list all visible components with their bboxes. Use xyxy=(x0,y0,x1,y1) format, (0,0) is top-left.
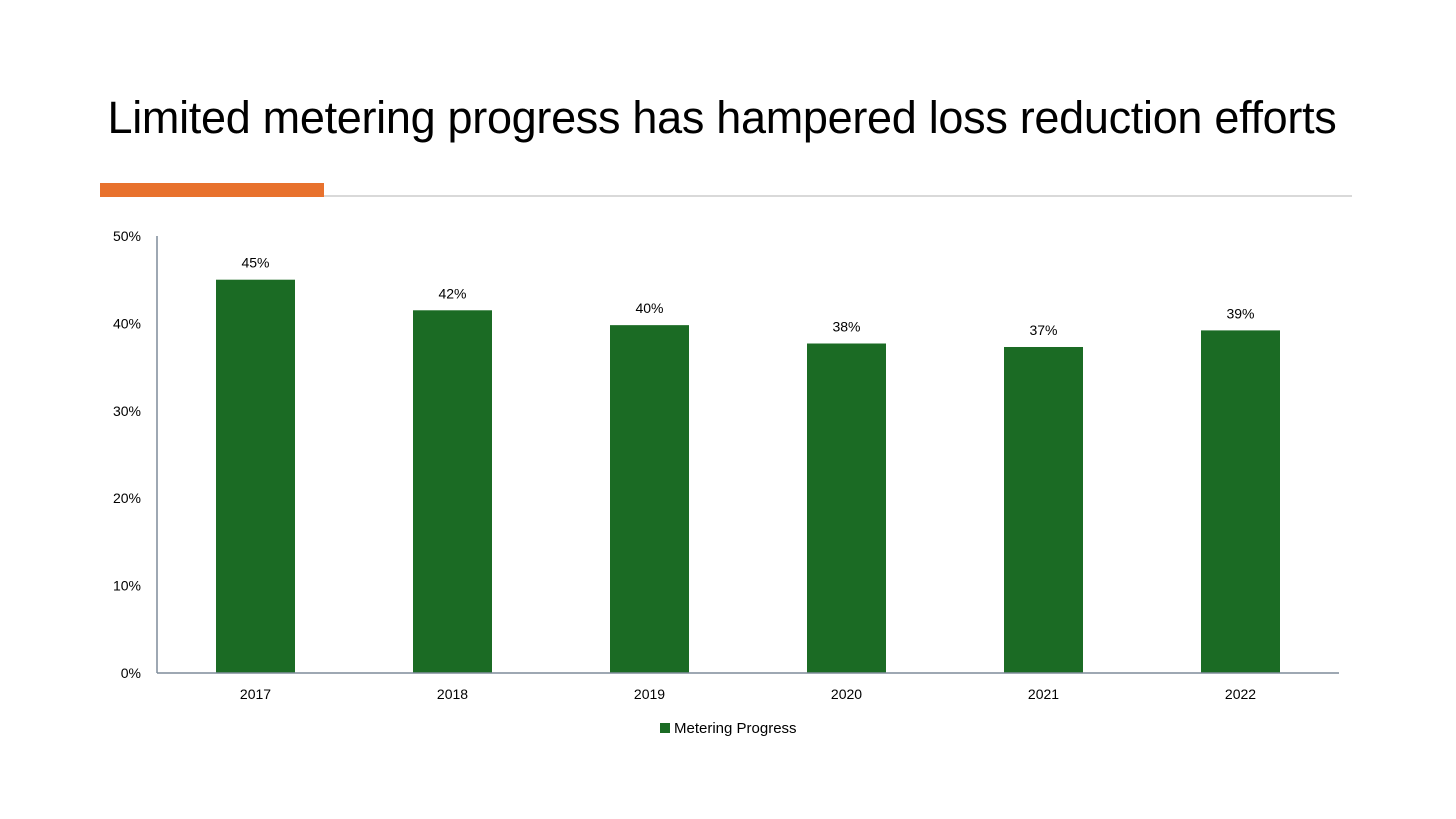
x-tick-label-2018: 2018 xyxy=(437,686,468,702)
legend-label: Metering Progress xyxy=(674,720,797,737)
y-tick-label: 40% xyxy=(113,315,141,331)
data-label-2018: 42% xyxy=(438,285,466,301)
x-tick-label-2020: 2020 xyxy=(831,686,862,702)
bar-2022 xyxy=(1201,330,1280,673)
y-tick-label: 30% xyxy=(113,403,141,419)
x-tick-label-2017: 2017 xyxy=(240,686,271,702)
title-accent-bar xyxy=(100,183,324,197)
data-label-2020: 38% xyxy=(832,319,860,335)
legend-swatch xyxy=(660,723,670,733)
data-label-2021: 37% xyxy=(1029,322,1057,338)
x-axis-tick-labels: 2017 2018 2019 2020 2021 2022 xyxy=(240,686,1256,702)
x-tick-label-2021: 2021 xyxy=(1028,686,1059,702)
legend: Metering Progress xyxy=(660,720,797,737)
bar-2017 xyxy=(216,279,295,673)
data-label-2017: 45% xyxy=(241,255,269,271)
bar-2018 xyxy=(413,310,492,673)
data-label-2022: 39% xyxy=(1226,305,1254,321)
y-axis-tick-labels: 0% 10% 20% 30% 40% 50% xyxy=(113,228,141,681)
data-labels: 45% 42% 40% 38% 37% 39% xyxy=(241,255,1254,338)
bar-2019 xyxy=(610,325,689,673)
x-tick-label-2022: 2022 xyxy=(1225,686,1256,702)
bar-2021 xyxy=(1004,346,1083,673)
title-divider xyxy=(100,195,1352,197)
y-tick-label: 10% xyxy=(113,578,141,594)
y-tick-label: 20% xyxy=(113,490,141,506)
x-tick-label-2019: 2019 xyxy=(634,686,665,702)
data-label-2019: 40% xyxy=(635,300,663,316)
y-tick-label: 50% xyxy=(113,228,141,244)
bar-series xyxy=(216,279,1280,673)
y-tick-label: 0% xyxy=(121,665,141,681)
slide-title: Limited metering progress has hampered l… xyxy=(107,92,1337,143)
bar-2020 xyxy=(807,343,886,673)
